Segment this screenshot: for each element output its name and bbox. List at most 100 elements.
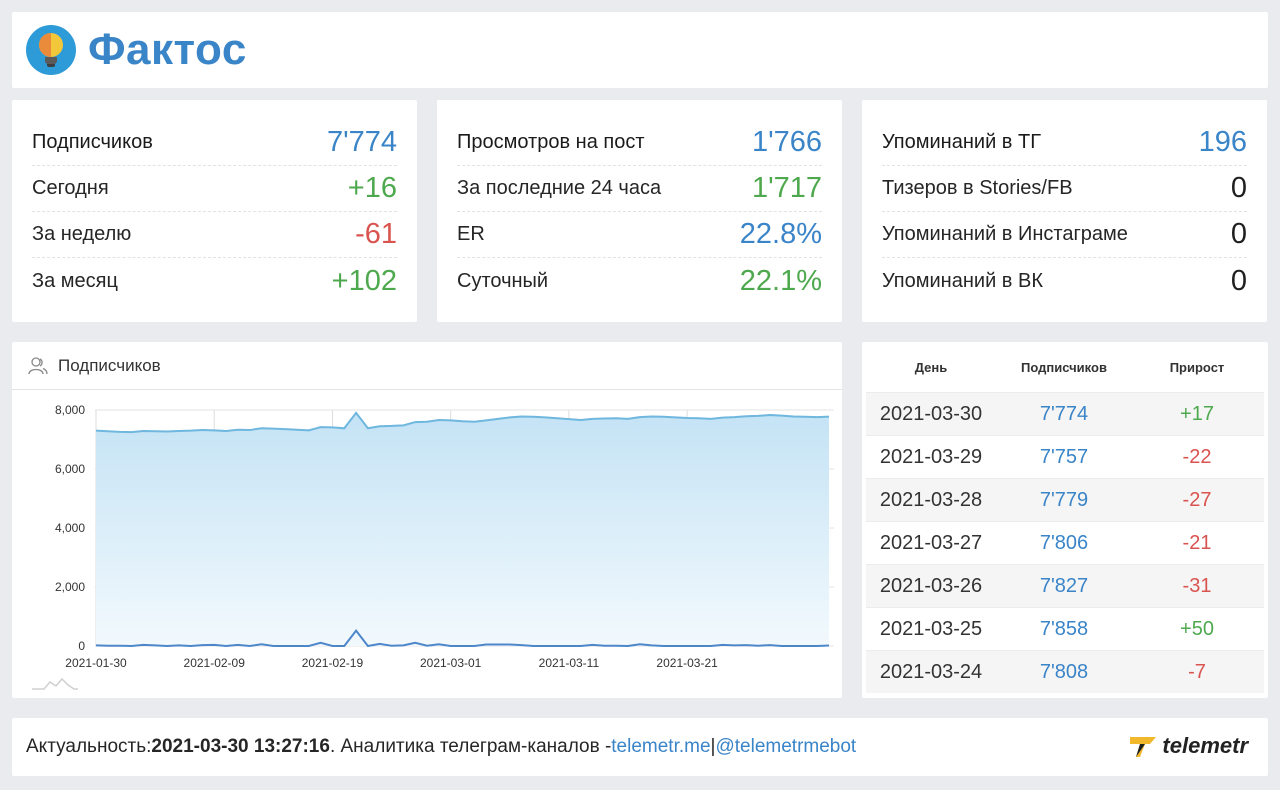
subscribers-area	[96, 412, 829, 646]
subscribers-cell: 7'808	[1039, 660, 1089, 683]
stat-value: 7'774	[326, 126, 397, 158]
y-tick-label: 4,000	[55, 521, 85, 535]
table-row: 2021-03-26 7'827 -31	[866, 564, 1264, 607]
footer-prefix: Актуальность:	[26, 736, 152, 757]
navigator-sparkline	[32, 677, 78, 690]
footer-separator: |	[710, 736, 716, 757]
day-cell: 2021-03-28	[879, 488, 983, 511]
lightbulb-brain-icon	[26, 25, 76, 75]
stat-label: За месяц	[32, 269, 118, 292]
channel-header: Фактос	[12, 12, 1268, 88]
stat-value: 196	[1198, 126, 1247, 158]
stat-row: За последние 24 часа 1'717	[457, 166, 822, 212]
table-header: День Подписчиков Прирост	[866, 342, 1264, 392]
stat-value: 22.1%	[739, 264, 822, 297]
stat-label: Просмотров на пост	[457, 131, 645, 153]
stat-row: Подписчиков 7'774	[32, 120, 397, 166]
stat-row: За неделю -61	[32, 212, 397, 258]
stat-row: Просмотров на пост 1'766	[457, 120, 822, 166]
subscribers-chart-panel: Подписчиков 0 2,000 4,000 6,000 8,000 2021-01…	[12, 342, 842, 698]
subscribers-cell: 7'774	[1039, 402, 1089, 425]
day-cell: 2021-03-25	[879, 617, 983, 640]
chart-title: Подписчиков	[58, 355, 161, 375]
subscribers-cell: 7'779	[1039, 488, 1089, 511]
brand-name: telemetr	[1162, 733, 1248, 758]
x-tick-label: 2021-03-01	[420, 656, 482, 670]
stat-label: Упоминаний в ВК	[882, 269, 1043, 292]
stat-row: Упоминаний в Инстаграме 0	[882, 212, 1247, 258]
footer-middle: . Аналитика телеграм-каналов -	[329, 736, 612, 757]
growth-cell: -7	[1188, 660, 1206, 683]
table-row: 2021-03-27 7'806 -21	[866, 521, 1264, 564]
x-tick-label: 2021-02-19	[302, 656, 364, 670]
table-row: 2021-03-30 7'774 +17	[866, 392, 1264, 435]
day-cell: 2021-03-24	[879, 660, 983, 683]
header-day: День	[914, 359, 948, 375]
stat-value: 22.8%	[739, 218, 822, 250]
growth-cell: +17	[1180, 402, 1214, 425]
daily-table: День Подписчиков Прирост 2021-03-30 7'774…	[862, 342, 1268, 698]
table-row: 2021-03-29 7'757 -22	[866, 435, 1264, 478]
chart-header: Подписчиков	[12, 342, 842, 390]
stat-row: Тизеров в Stories/FB 0	[882, 166, 1247, 212]
day-cell: 2021-03-26	[879, 574, 983, 597]
telemetr-logo-icon	[1130, 737, 1157, 757]
subscribers-chart[interactable]: 0 2,000 4,000 6,000 8,000 2021-01-30 2021-02-0…	[12, 390, 842, 698]
stat-row: Суточный 22.1%	[457, 258, 822, 304]
subscribers-series-line	[95, 411, 830, 434]
growth-cell: -22	[1182, 445, 1212, 468]
mentions-card: Упоминаний в ТГ 196 Тизеров в Stories/FB 0 У…	[862, 100, 1267, 322]
stat-label: За неделю	[32, 223, 132, 245]
y-tick-label: 8,000	[55, 403, 85, 417]
stat-value: 1'766	[751, 126, 822, 158]
x-tick-label: 2021-03-21	[656, 656, 718, 670]
x-tick-label: 2021-03-11	[539, 656, 600, 670]
y-tick-label: 0	[78, 639, 85, 653]
stat-label: ER	[457, 223, 485, 245]
stat-row: За месяц +102	[32, 258, 397, 304]
table-row: 2021-03-24 7'808 -7	[866, 650, 1264, 693]
stat-value: 0	[1230, 172, 1247, 204]
day-cell: 2021-03-30	[879, 402, 983, 425]
stat-row: Упоминаний в ВК 0	[882, 258, 1247, 304]
telemetr-bot-link[interactable]: @telemetrmebot	[715, 736, 857, 757]
subscribers-card: Подписчиков 7'774 Сегодня +16 За неделю -61 За…	[12, 100, 417, 322]
stat-value: 0	[1230, 218, 1247, 250]
growth-cell: -27	[1182, 488, 1212, 511]
channel-title: Фактос	[88, 25, 247, 74]
growth-cell: -21	[1182, 531, 1212, 554]
stat-label: За последние 24 часа	[457, 177, 662, 199]
header-growth: Прирост	[1169, 359, 1225, 375]
y-tick-label: 2,000	[55, 580, 85, 594]
subscribers-cell: 7'806	[1039, 531, 1089, 554]
day-cell: 2021-03-27	[879, 531, 983, 554]
stat-row: ER 22.8%	[457, 212, 822, 258]
stat-value: +102	[331, 264, 397, 297]
header-subscribers: Подписчиков	[1021, 359, 1107, 375]
x-tick-label: 2021-02-09	[184, 656, 246, 670]
stat-label: Упоминаний в ТГ	[882, 131, 1042, 153]
subscribers-cell: 7'757	[1039, 445, 1089, 468]
footer: Актуальность: 2021-03-30 13:27:16. Анали…	[12, 718, 1268, 776]
stat-value: 1'717	[751, 172, 822, 204]
stat-label: Суточный	[457, 269, 549, 292]
growth-series-line	[95, 629, 830, 648]
stat-label: Тизеров в Stories/FB	[882, 177, 1073, 199]
stat-row: Сегодня +16	[32, 166, 397, 212]
x-tick-label: 2021-01-30	[65, 656, 127, 670]
stat-label: Подписчиков	[32, 131, 153, 153]
table-row: 2021-03-25 7'858 +50	[866, 607, 1264, 650]
table-row: 2021-03-28 7'779 -27	[866, 478, 1264, 521]
subscribers-cell: 7'827	[1039, 574, 1089, 597]
day-cell: 2021-03-29	[879, 445, 983, 468]
stat-row: Упоминаний в ТГ 196	[882, 120, 1247, 166]
table-body: 2021-03-30 7'774 +17 2021-03-29 7'757 -22 2021…	[866, 392, 1264, 693]
stat-value: 0	[1230, 264, 1247, 297]
views-card: Просмотров на пост 1'766 За последние 24 ч…	[437, 100, 842, 322]
stat-label: Сегодня	[32, 177, 109, 199]
growth-cell: -31	[1182, 574, 1212, 597]
stat-value: -61	[355, 218, 397, 250]
telemetr-link[interactable]: telemetr.me	[611, 736, 711, 757]
telemetr-brand[interactable]: telemetr	[1128, 733, 1248, 759]
growth-cell: +50	[1180, 617, 1214, 640]
